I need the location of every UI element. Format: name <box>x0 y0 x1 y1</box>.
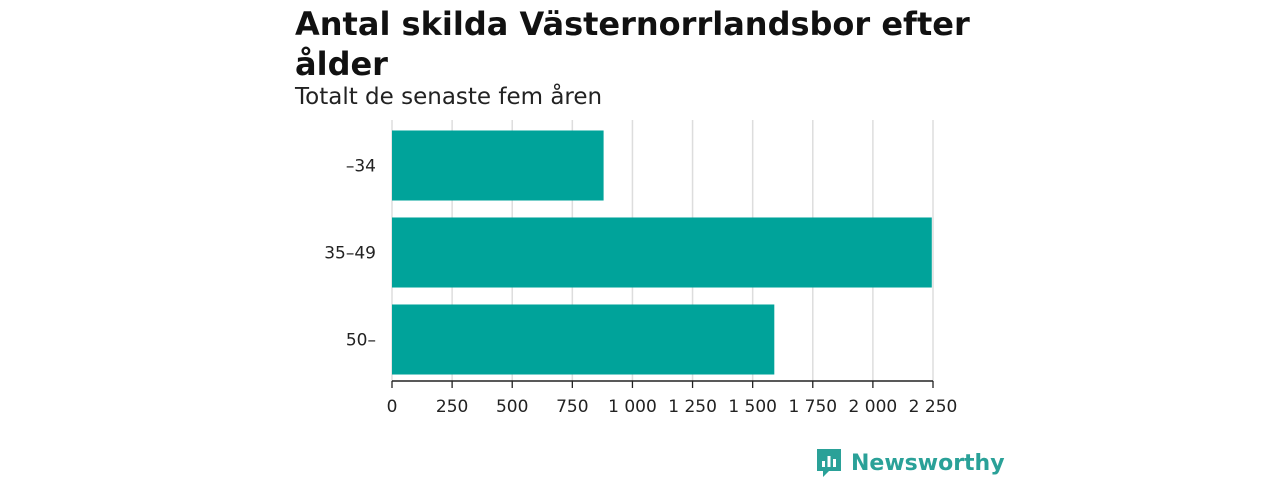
category-label: 50– <box>346 331 376 351</box>
chart-subtitle: Totalt de senaste fem åren <box>295 84 603 110</box>
category-label: 35–49 <box>324 244 376 264</box>
x-tick-label: 500 <box>496 397 528 417</box>
x-tick-label: 750 <box>556 397 588 417</box>
x-axis: 0 250 500 750 1 000 1 250 1 500 1 750 2 000 2 250 <box>387 380 958 417</box>
x-tick-label: 2 000 <box>849 397 898 417</box>
chart-title: Antal skilda Västernorrlandsbor efter ål… <box>295 5 970 83</box>
x-tick-label: 1 000 <box>608 397 657 417</box>
brand-name: Newsworthy <box>851 450 1005 476</box>
x-tick-label: 2 250 <box>909 397 958 417</box>
brand-logo: Newsworthy <box>815 446 1005 480</box>
category-labels: –34 35–49 50– <box>324 157 376 351</box>
category-label: –34 <box>346 157 376 177</box>
x-tick-label: 1 500 <box>728 397 777 417</box>
x-tick-label: 250 <box>436 397 468 417</box>
x-tick-label: 0 <box>387 397 398 417</box>
bars <box>392 130 932 375</box>
x-tick-label: 1 250 <box>668 397 717 417</box>
bar <box>392 217 932 288</box>
bar <box>392 304 775 375</box>
newsworthy-logo-icon <box>817 449 841 477</box>
x-tick-label: 1 750 <box>788 397 837 417</box>
bar <box>392 130 604 201</box>
